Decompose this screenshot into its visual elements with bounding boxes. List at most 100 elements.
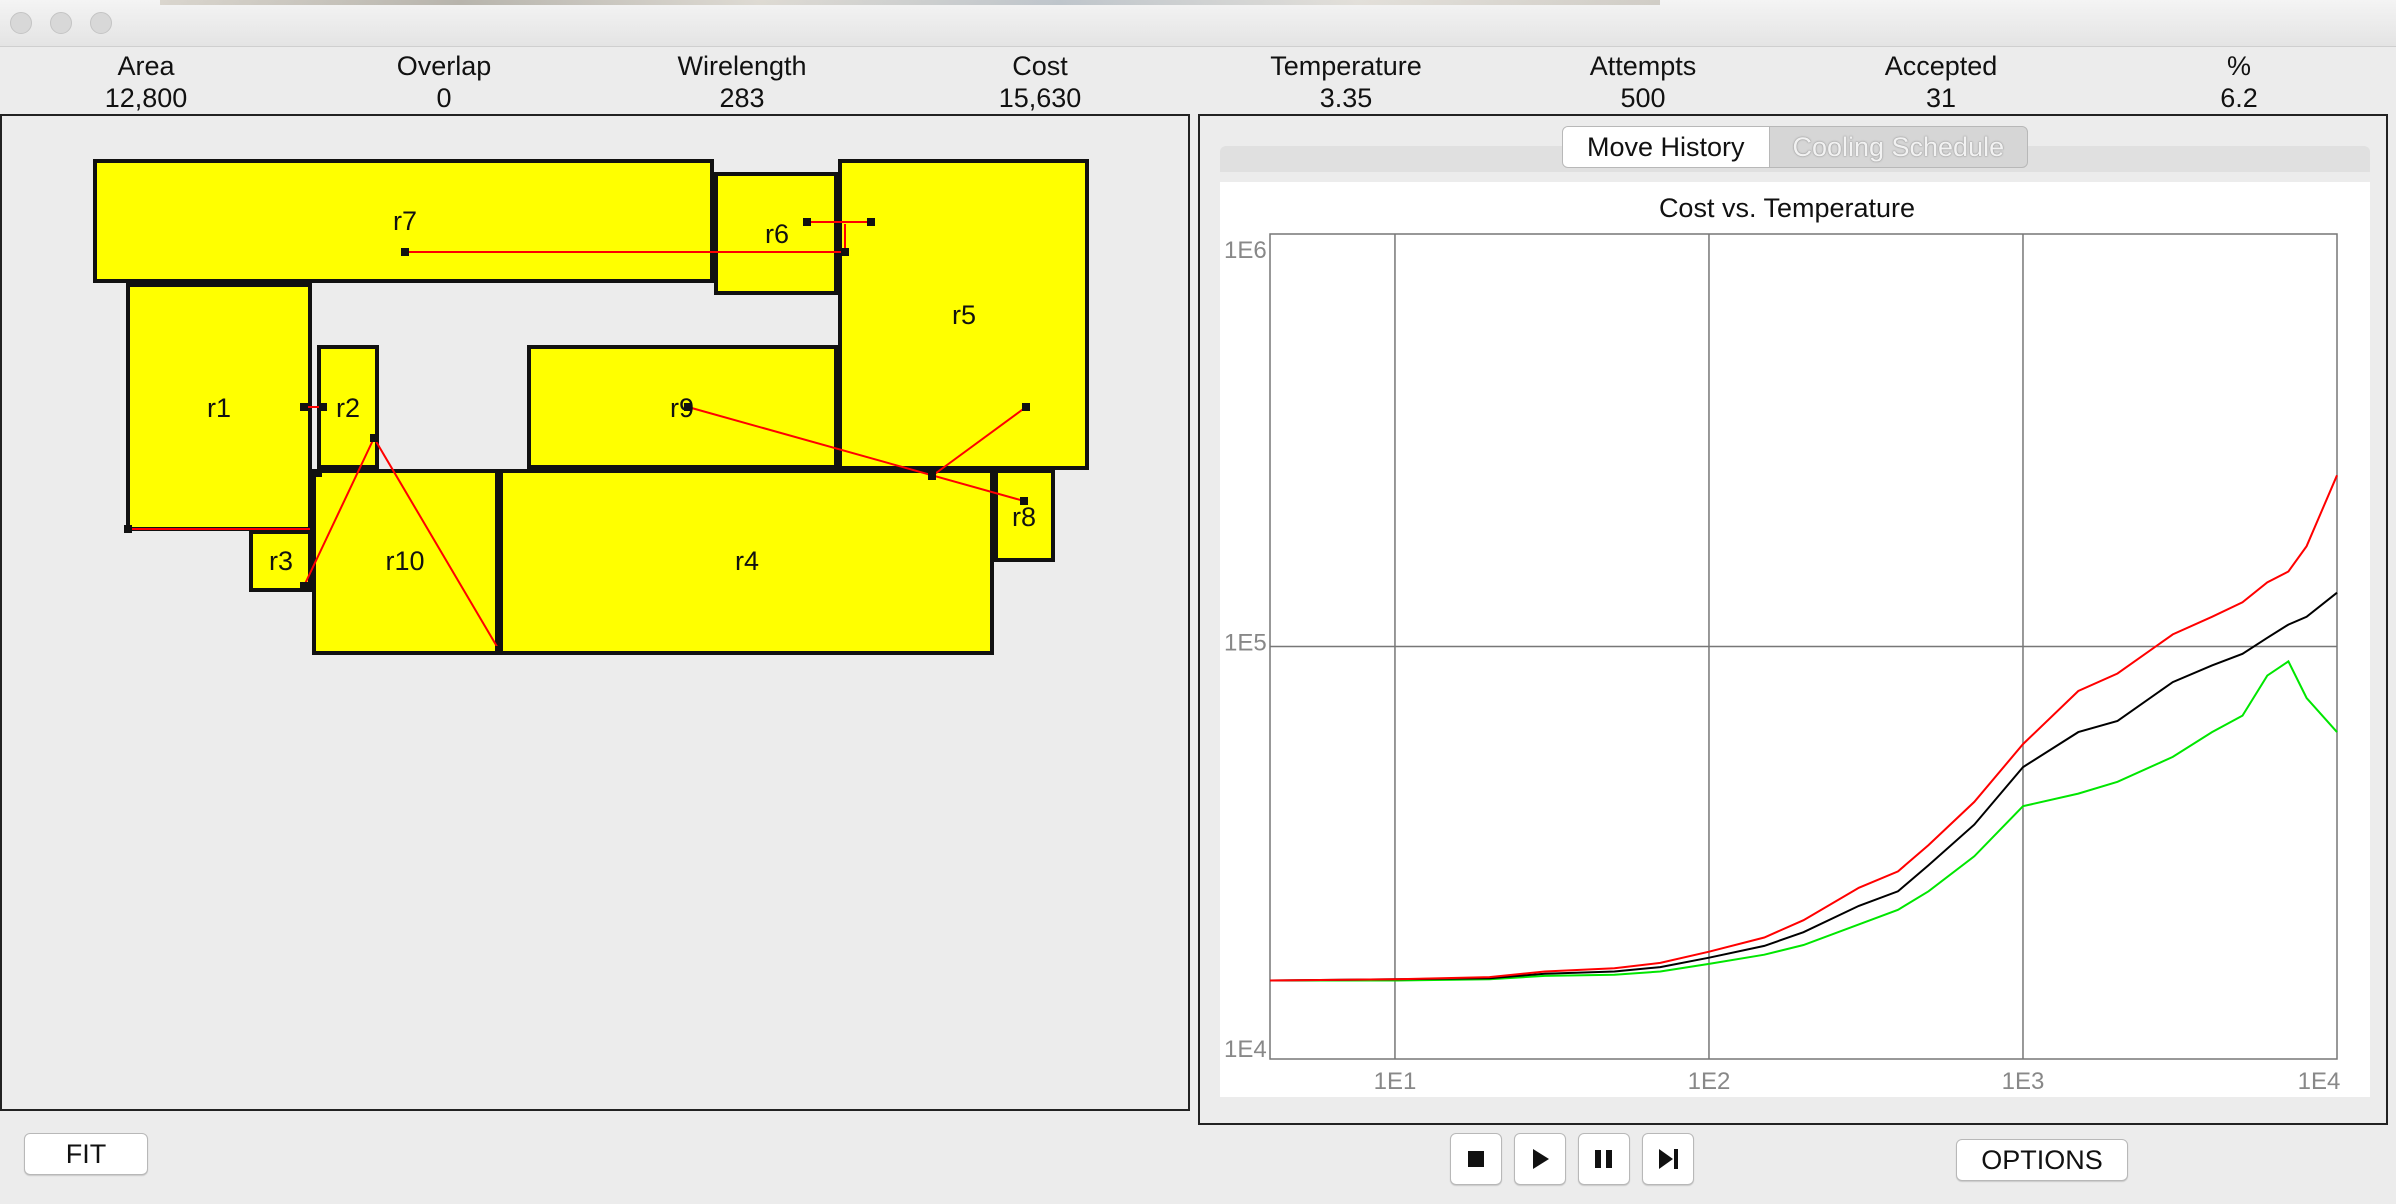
stat-value: 6.2 <box>2220 83 2258 113</box>
block-r4[interactable] <box>499 469 994 655</box>
stat-label: % <box>2226 51 2251 81</box>
block-label-r5: r5 <box>952 300 976 330</box>
block-r7[interactable] <box>93 159 714 283</box>
stat-temperature: Temperature 3.35 <box>1226 50 1466 114</box>
block-label-r4: r4 <box>735 546 759 576</box>
placement-canvas-panel[interactable]: r7 r6 r5 r1 r2 r9 r3 r10 r4 r8 <box>0 114 1190 1111</box>
pin <box>319 403 327 411</box>
pin <box>928 472 936 480</box>
blocks-layer <box>93 159 1089 655</box>
x-tick-label: 1E4 <box>2298 1068 2341 1095</box>
tab-bar: Move History Cooling Schedule <box>1562 126 2028 168</box>
stat-value: 15,630 <box>998 83 1082 113</box>
stat-overlap: Overlap 0 <box>324 50 564 114</box>
block-r2[interactable] <box>317 345 379 469</box>
stat-accepted: Accepted 31 <box>1821 50 2061 114</box>
stat-value: 283 <box>719 83 765 113</box>
x-tick-label: 1E2 <box>1688 1068 1731 1095</box>
series-line-black <box>1269 591 2338 982</box>
zoom-window-button[interactable] <box>90 12 112 34</box>
block-label-r9: r9 <box>670 393 694 423</box>
pin <box>867 218 875 226</box>
pins-layer <box>124 218 1030 654</box>
series-line-red <box>1269 474 2338 982</box>
play-button[interactable] <box>1514 1133 1566 1185</box>
stat-cost: Cost 15,630 <box>920 50 1160 114</box>
block-r8[interactable] <box>994 469 1055 562</box>
play-icon <box>1533 1149 1549 1169</box>
stat-label: Overlap <box>396 51 492 81</box>
wires-layer <box>128 221 1027 651</box>
chart-area: Cost vs. Temperature 1E1 1E2 1E3 1E4 1E4 1E5 1… <box>1220 182 2370 1097</box>
pin <box>1022 403 1030 411</box>
stat-attempts: Attempts 500 <box>1523 50 1763 114</box>
pin <box>300 582 308 590</box>
minimize-window-button[interactable] <box>50 12 72 34</box>
block-labels: r7 r6 r5 r1 r2 r9 r3 r10 r4 r8 <box>207 206 1036 576</box>
tab-move-history[interactable]: Move History <box>1563 127 1770 167</box>
y-tick-label: 1E6 <box>1224 237 1267 264</box>
wire <box>931 406 1027 477</box>
block-label-r10: r10 <box>385 546 424 576</box>
pin <box>1020 497 1028 505</box>
block-r5[interactable] <box>838 159 1089 470</box>
block-label-r1: r1 <box>207 393 231 423</box>
stat-label: Area <box>117 51 175 81</box>
window-titlebar <box>0 0 2396 47</box>
fit-button[interactable]: FIT <box>24 1133 148 1175</box>
block-label-r8: r8 <box>1012 502 1036 532</box>
pin <box>803 218 811 226</box>
stat-label: Temperature <box>1270 51 1422 81</box>
pin <box>401 248 409 256</box>
stat-value: 0 <box>436 83 452 113</box>
stat-percent: % 6.2 <box>2119 50 2359 114</box>
pin <box>314 469 322 477</box>
block-r1[interactable] <box>126 283 312 531</box>
pin <box>841 248 849 256</box>
block-label-r7: r7 <box>393 206 417 236</box>
wire <box>373 437 500 651</box>
title-bar-background <box>160 0 1660 5</box>
series-line-green <box>1270 659 2338 982</box>
y-tick-label: 1E4 <box>1224 1036 1267 1063</box>
stat-area: Area 12,800 <box>26 50 266 114</box>
pin <box>684 403 692 411</box>
pause-icon <box>1595 1150 1612 1168</box>
pin <box>300 403 308 411</box>
chart-panel: Move History Cooling Schedule Cost vs. T… <box>1198 114 2388 1125</box>
stat-value: 31 <box>1925 83 1957 113</box>
close-window-button[interactable] <box>10 12 32 34</box>
stat-value: 12,800 <box>104 83 188 113</box>
chart-title: Cost vs. Temperature <box>1659 193 1915 223</box>
pin <box>124 525 132 533</box>
tab-cooling-schedule[interactable]: Cooling Schedule <box>1792 132 2005 162</box>
block-r3[interactable] <box>249 530 312 592</box>
pause-button[interactable] <box>1578 1133 1630 1185</box>
plot-border <box>1269 233 2338 1060</box>
cost-temperature-chart: Cost vs. Temperature 1E1 1E2 1E3 1E4 1E4 1E5 1… <box>1224 193 2341 1095</box>
x-tick-label: 1E1 <box>1374 1068 1417 1095</box>
wire <box>687 406 1025 502</box>
x-tick-label: 1E3 <box>2002 1068 2045 1095</box>
stat-label: Cost <box>1012 51 1068 81</box>
block-label-r3: r3 <box>269 546 293 576</box>
stat-value: 3.35 <box>1319 83 1373 113</box>
pin <box>495 646 503 654</box>
pin <box>370 434 378 442</box>
block-r6[interactable] <box>714 172 838 295</box>
stat-label: Accepted <box>1884 51 1998 81</box>
stop-icon <box>1468 1151 1484 1167</box>
stat-label: Wirelength <box>677 51 807 81</box>
stat-label: Attempts <box>1589 51 1697 81</box>
stop-button[interactable] <box>1450 1133 1502 1185</box>
step-forward-icon <box>1659 1149 1678 1169</box>
wire <box>303 437 375 587</box>
step-button[interactable] <box>1642 1133 1694 1185</box>
block-label-r2: r2 <box>336 393 360 423</box>
placement-canvas[interactable]: r7 r6 r5 r1 r2 r9 r3 r10 r4 r8 <box>2 116 1188 1109</box>
stat-value: 500 <box>1620 83 1666 113</box>
block-r9[interactable] <box>527 345 838 469</box>
options-button[interactable]: OPTIONS <box>1956 1139 2128 1181</box>
block-label-r6: r6 <box>765 219 789 249</box>
y-tick-label: 1E5 <box>1224 630 1267 657</box>
